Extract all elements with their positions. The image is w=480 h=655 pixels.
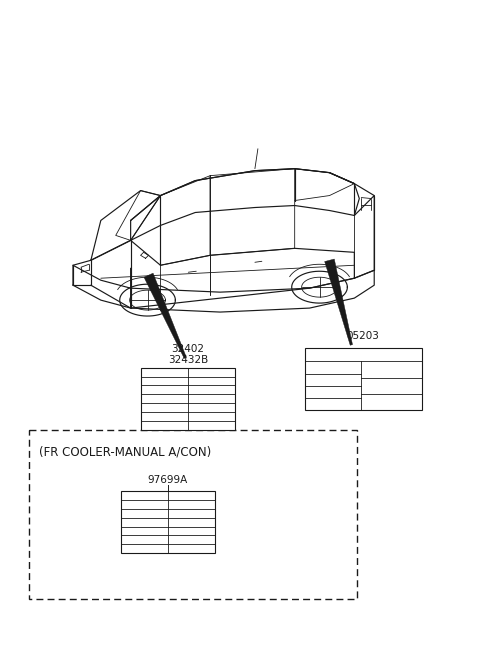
Text: 32432B: 32432B <box>168 355 208 365</box>
Text: (FR COOLER-MANUAL A/CON): (FR COOLER-MANUAL A/CON) <box>39 445 211 458</box>
Bar <box>29 430 357 599</box>
Bar <box>120 491 215 553</box>
Bar <box>141 368 235 430</box>
Text: 05203: 05203 <box>347 331 380 341</box>
Text: 32402: 32402 <box>171 344 204 354</box>
Bar <box>305 348 422 409</box>
Polygon shape <box>144 273 186 358</box>
Text: 97699A: 97699A <box>148 476 188 485</box>
Polygon shape <box>324 259 352 345</box>
